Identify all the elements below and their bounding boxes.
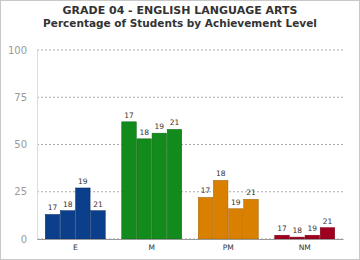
y-tick-label: 50 <box>14 139 27 150</box>
x-tick: E <box>73 239 78 252</box>
series-label: 18 <box>216 169 226 178</box>
x-tick-label: M <box>149 243 155 252</box>
series-label: 21 <box>323 217 333 226</box>
bar <box>91 211 106 239</box>
x-tick: PM <box>223 239 234 252</box>
series-label: 17 <box>124 111 134 120</box>
subtitle: Percentage of Students by Achievement Le… <box>43 17 317 29</box>
grid-line <box>37 97 343 98</box>
bar <box>152 133 167 239</box>
chart: GRADE 04 - ENGLISH LANGUAGE ARTSPercenta… <box>0 0 360 260</box>
x-tick-label: E <box>73 243 78 252</box>
bar <box>122 122 137 239</box>
title: GRADE 04 - ENGLISH LANGUAGE ARTS <box>63 4 298 17</box>
y-tick-label: 25 <box>14 186 27 197</box>
series-label: 17 <box>201 186 211 195</box>
bar <box>244 199 259 239</box>
series-label: 19 <box>308 224 318 233</box>
y-axis-line <box>37 51 38 240</box>
series-label: 18 <box>139 128 149 137</box>
grid-line <box>37 50 343 51</box>
bar <box>320 228 335 239</box>
x-axis: E M PM NM <box>38 239 344 252</box>
series-label: 17 <box>48 203 58 212</box>
y-tick: 75 <box>14 92 37 103</box>
bar <box>198 197 213 239</box>
bar <box>45 214 60 239</box>
y-tick-label: 0 <box>21 234 27 245</box>
series-label: 21 <box>246 188 256 197</box>
bar <box>167 129 182 239</box>
series-label: 21 <box>170 118 180 127</box>
bar-labels: 17 17 17 17 18 18 18 18 19 19 19 19 21 21 21 21 <box>48 111 333 235</box>
x-tick: M <box>149 239 155 252</box>
bar <box>137 139 152 239</box>
bars <box>45 122 334 239</box>
y-tick: 100 <box>8 45 37 56</box>
bar <box>76 188 91 239</box>
x-tick-label: PM <box>223 243 234 252</box>
bar <box>213 180 228 239</box>
series-label: 17 <box>277 224 287 233</box>
x-tick-label: NM <box>299 243 311 252</box>
grid <box>37 50 343 239</box>
y-axis: 0 25 50 75 100 <box>8 45 38 245</box>
background <box>1 1 360 260</box>
y-tick: 25 <box>14 186 37 197</box>
x-tick: NM <box>299 239 311 252</box>
y-tick-label: 100 <box>8 45 27 56</box>
bar <box>229 209 244 239</box>
series-label: 18 <box>292 226 302 235</box>
grid-line <box>37 144 343 145</box>
bar <box>290 237 305 239</box>
bar <box>305 235 320 239</box>
y-tick: 0 <box>21 234 37 245</box>
y-tick: 50 <box>14 139 37 150</box>
series-label: 19 <box>231 198 241 207</box>
series-label: 18 <box>63 200 73 209</box>
y-tick-label: 75 <box>14 92 27 103</box>
bar <box>60 211 75 239</box>
x-axis-line <box>38 239 344 240</box>
series-label: 19 <box>78 177 88 186</box>
bar <box>275 235 290 239</box>
series-label: 21 <box>93 200 103 209</box>
series-label: 19 <box>155 122 165 131</box>
